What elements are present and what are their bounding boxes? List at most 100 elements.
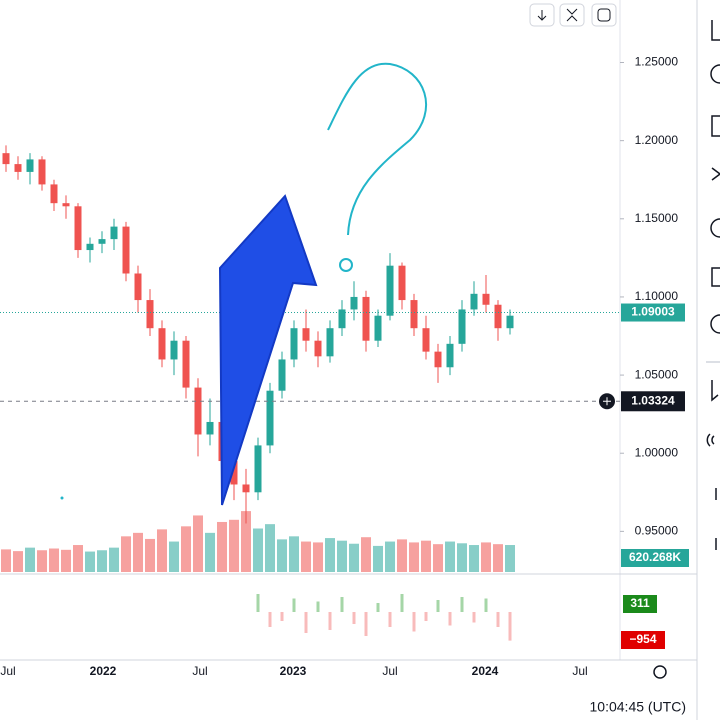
volume-bar — [61, 549, 71, 572]
volume-bar — [85, 551, 95, 572]
candle-body — [146, 300, 154, 329]
oscillator-bar — [484, 598, 488, 612]
volume-bar — [457, 543, 467, 572]
volume-badge — [621, 549, 689, 567]
top-buttons[interactable] — [529, 3, 617, 27]
volume-bar — [397, 539, 407, 572]
oscillator-bar — [304, 612, 308, 633]
volume-bar — [277, 539, 287, 572]
volume-bar — [313, 542, 323, 572]
tool-icon[interactable] — [711, 167, 720, 181]
volume-bar — [481, 542, 491, 572]
collapse-button[interactable] — [559, 3, 585, 27]
volume-bar — [445, 541, 455, 572]
volume-bar — [409, 542, 419, 572]
volume-bar — [469, 545, 479, 572]
volume-bar — [373, 545, 383, 572]
oscillator-bar — [328, 612, 332, 630]
candle-body — [98, 239, 106, 244]
candle-body — [326, 328, 334, 357]
candle-body — [350, 296, 358, 310]
tool-icon[interactable] — [711, 20, 720, 41]
candle-body — [110, 226, 118, 240]
plot: 1.25000 1.20000 1.15000 1.10000 1.05000 1.000… — [0, 55, 689, 678]
volume-bar — [289, 536, 299, 572]
volume-bar — [385, 541, 395, 572]
candle-body — [134, 273, 142, 301]
price-label: 1.10000 — [635, 289, 679, 303]
candle-body — [170, 340, 178, 360]
settings-button[interactable] — [653, 665, 667, 679]
oscillator-bar — [316, 601, 320, 612]
candle-body — [302, 328, 310, 341]
candle-body — [122, 226, 130, 274]
volume-bar — [433, 544, 443, 572]
osc-up-label: 311 — [630, 596, 650, 610]
time-label: Jul — [0, 664, 15, 678]
volume-bar — [157, 529, 167, 572]
volume-bar — [121, 536, 131, 572]
candle-body — [266, 390, 274, 446]
tool-icon[interactable] — [711, 380, 719, 402]
icon — [566, 8, 578, 22]
tool-icon[interactable] — [710, 314, 720, 334]
candle-body — [206, 421, 214, 435]
volume-bar — [109, 547, 119, 572]
candle-body — [242, 484, 250, 493]
volume-bar — [361, 537, 371, 572]
candle-body — [290, 328, 298, 360]
osc-down-badge — [621, 631, 665, 649]
volume-bar — [241, 511, 251, 572]
candle-body — [410, 300, 418, 329]
tool-icon[interactable] — [711, 115, 720, 137]
volume-bar — [169, 541, 179, 572]
volume-bar — [37, 550, 47, 572]
oscillator-bar — [436, 600, 440, 612]
maximize-button[interactable] — [591, 3, 617, 27]
candle-body — [446, 343, 454, 368]
volume-bar — [145, 538, 155, 572]
tool-icon[interactable] — [706, 433, 715, 447]
price-label: 1.25000 — [635, 55, 679, 69]
icon — [597, 8, 611, 22]
tool-icon[interactable] — [711, 267, 720, 287]
candle-body — [62, 203, 70, 207]
volume-bar — [493, 544, 503, 572]
volume-bar — [205, 532, 215, 572]
candle-body — [26, 159, 34, 172]
candle-body — [482, 293, 490, 305]
price-label: 0.95000 — [635, 524, 679, 538]
oscillator-bar — [280, 612, 284, 621]
oscillator-bar — [460, 597, 464, 612]
volume-bar — [73, 545, 83, 572]
volume-bar — [25, 547, 35, 572]
volume-bar — [13, 551, 23, 572]
last-price-label: 1.09003 — [631, 305, 675, 319]
oscillator-bar — [448, 612, 452, 626]
time-label: 2023 — [280, 664, 307, 678]
candle-body — [74, 206, 82, 251]
oscillator-bar — [400, 594, 404, 612]
volume-bar — [133, 532, 143, 572]
candle-body — [182, 340, 190, 388]
time-label: Jul — [382, 664, 397, 678]
candle-body — [158, 328, 166, 360]
side-toolbar[interactable] — [706, 20, 720, 550]
osc-up-badge — [623, 595, 657, 613]
candle-body — [86, 243, 94, 251]
oscillator-bar — [472, 612, 476, 623]
volume-bar — [229, 519, 239, 572]
tool-icon[interactable] — [710, 64, 720, 84]
oscillator-bar — [340, 597, 344, 612]
volume-label: 620.268K — [629, 550, 681, 564]
oscillator-bar — [256, 594, 260, 612]
candle-body — [14, 164, 22, 172]
question-drawing — [327, 62, 428, 236]
price-label: 1.00000 — [635, 445, 679, 459]
question-dot-drawing — [339, 258, 353, 272]
tool-icon[interactable] — [710, 218, 720, 238]
candle-body — [458, 309, 466, 344]
